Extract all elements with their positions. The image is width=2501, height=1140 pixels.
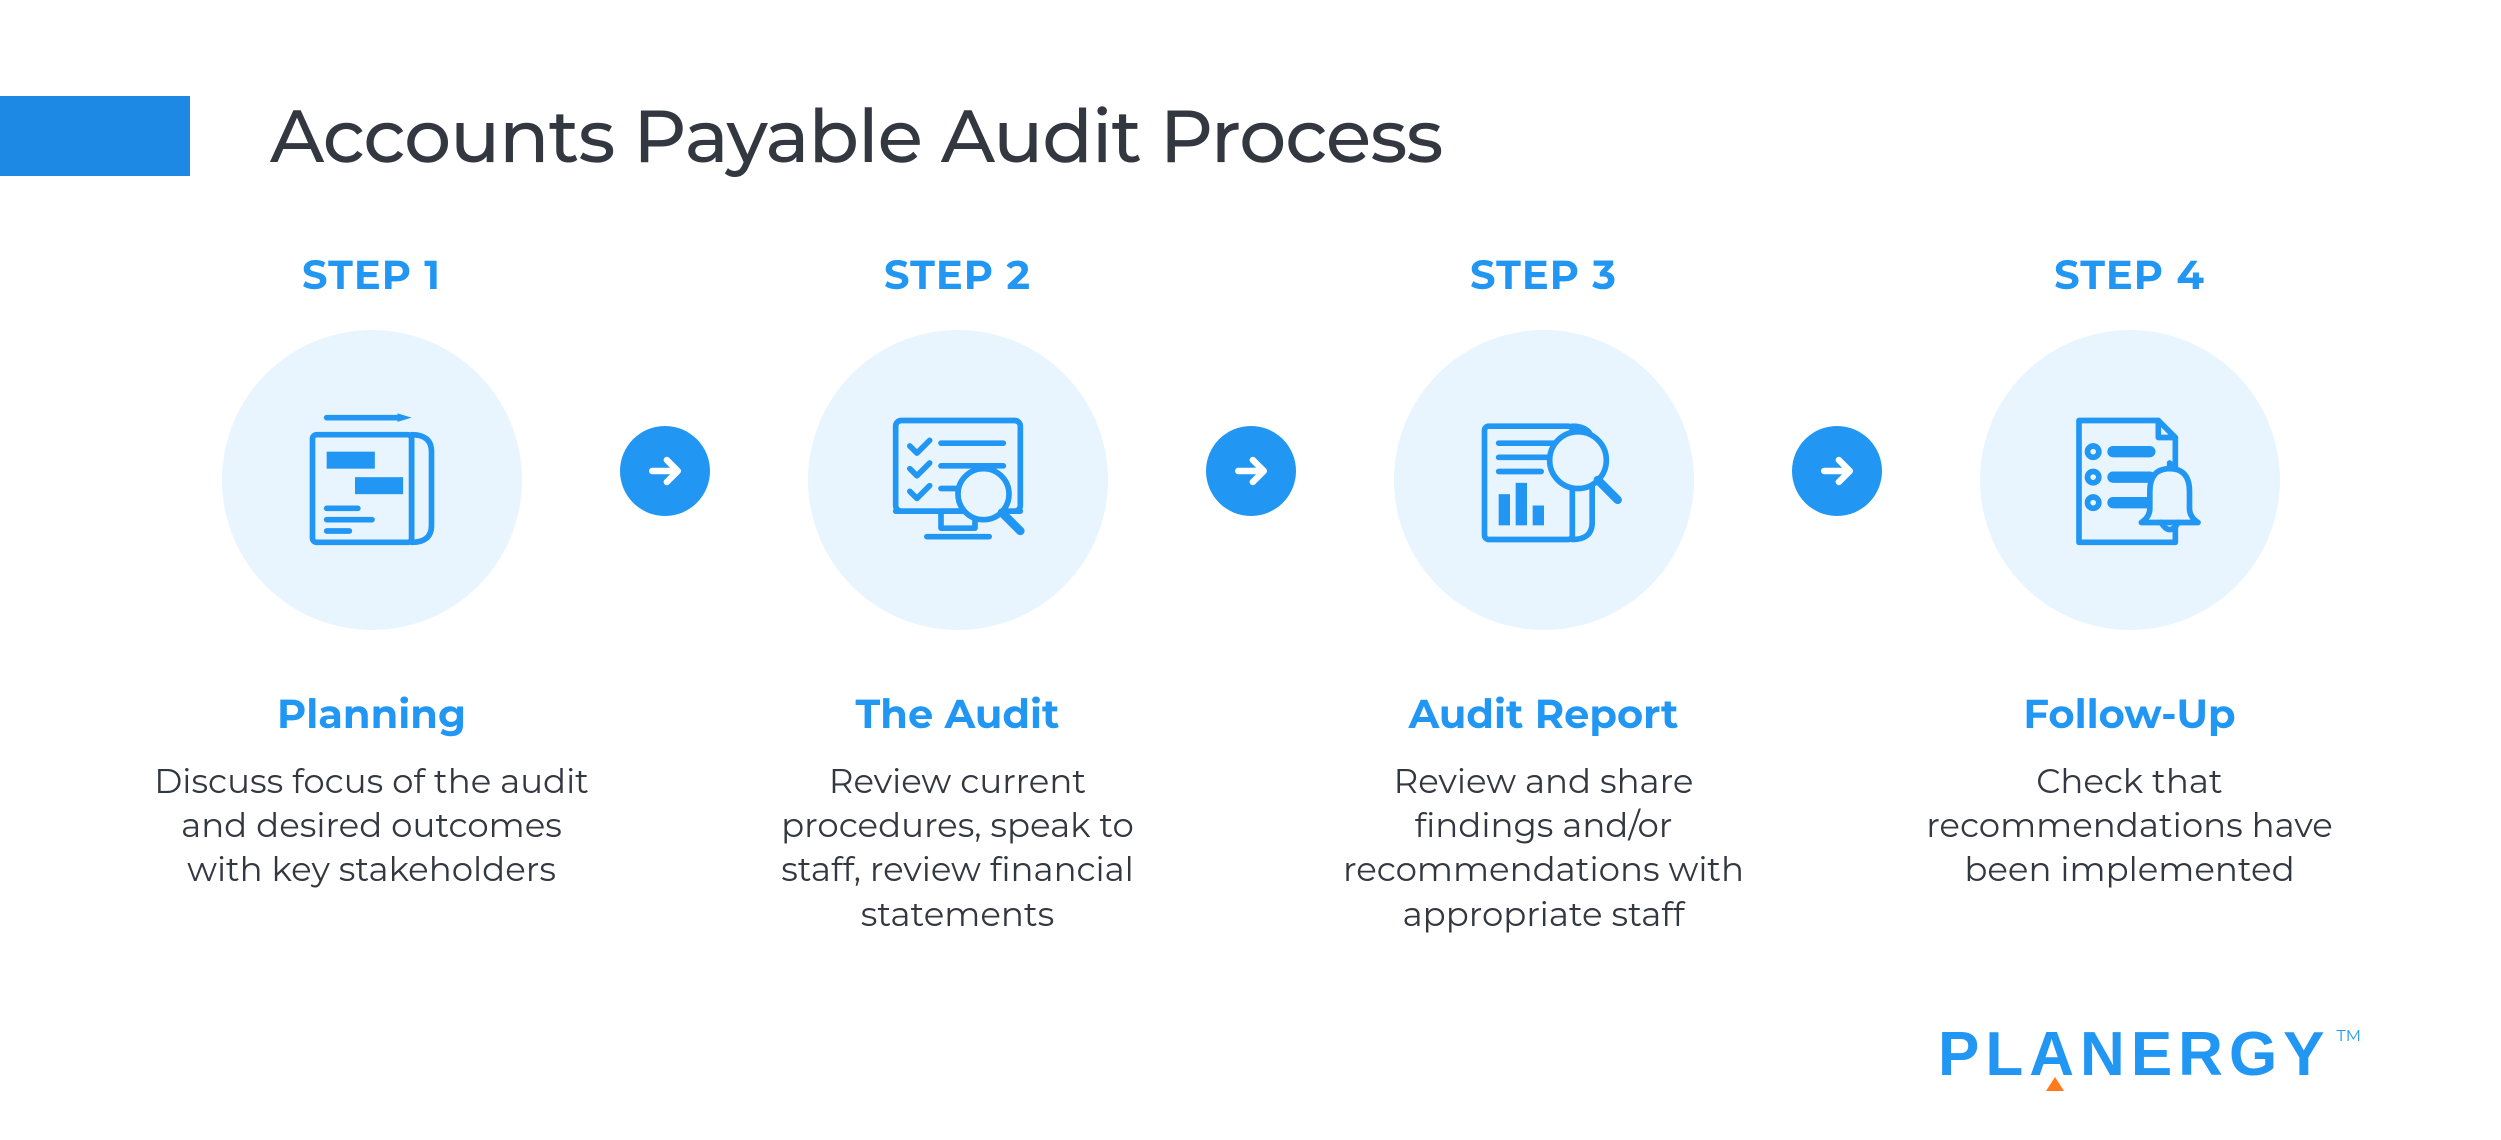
- step-2-icon-circle: [808, 330, 1108, 630]
- logo-part-2: A: [2029, 1020, 2080, 1089]
- step-2-title: The Audit: [856, 690, 1060, 739]
- step-4-desc: Check that recommendations have been imp…: [1900, 759, 2360, 892]
- logo-part-1: PL: [1938, 1020, 2029, 1089]
- step-2-desc: Review current procedures, speak to staf…: [728, 759, 1188, 936]
- arrow-right-icon: [643, 449, 687, 493]
- step-4-title: Follow-Up: [2023, 690, 2235, 739]
- arrow-1: [620, 426, 710, 516]
- step-2: STEP 2 The Audit Review current procedur…: [728, 251, 1188, 936]
- arrow-3: [1792, 426, 1882, 516]
- step-2-label: STEP 2: [884, 251, 1031, 300]
- step-3-icon-circle: [1394, 330, 1694, 630]
- step-3-desc: Review and share findings and/or recomme…: [1314, 759, 1774, 936]
- arrow-2: [1206, 426, 1296, 516]
- arrow-right-icon: [1815, 449, 1859, 493]
- step-1: STEP 1 Planning Discuss focus of the aud…: [142, 251, 602, 892]
- audit-icon: [873, 395, 1043, 565]
- step-1-label: STEP 1: [302, 251, 441, 300]
- logo-text: PLANERGY: [1938, 1019, 2331, 1090]
- arrow-right-icon: [1229, 449, 1273, 493]
- step-1-title: Planning: [277, 690, 466, 739]
- followup-icon: [2045, 395, 2215, 565]
- step-4-label: STEP 4: [2054, 251, 2205, 300]
- report-icon: [1459, 395, 1629, 565]
- step-4: STEP 4 Follow-Up Check that recommendati…: [1900, 251, 2360, 892]
- page-title: Accounts Payable Audit Process: [270, 90, 1442, 181]
- step-1-desc: Discuss focus of the audit and desired o…: [142, 759, 602, 892]
- logo-part-3: NERGY: [2080, 1020, 2330, 1089]
- logo-tm: TM: [2337, 1027, 2361, 1046]
- step-1-icon-circle: [222, 330, 522, 630]
- brand-logo: PLANERGY TM: [1938, 1019, 2361, 1090]
- step-3-label: STEP 3: [1470, 251, 1617, 300]
- step-3: STEP 3 Audit Report Review and share fin…: [1314, 251, 1774, 936]
- planning-icon: [287, 395, 457, 565]
- accent-bar: [0, 96, 190, 176]
- header: Accounts Payable Audit Process: [0, 0, 2501, 181]
- steps-row: STEP 1 Planning Discuss focus of the aud…: [0, 251, 2501, 936]
- step-3-title: Audit Report: [1409, 690, 1679, 739]
- step-4-icon-circle: [1980, 330, 2280, 630]
